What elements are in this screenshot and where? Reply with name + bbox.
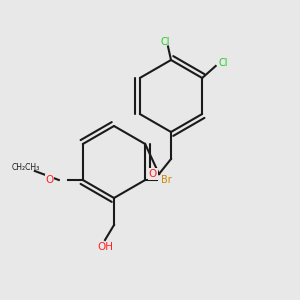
Text: OH: OH — [97, 242, 113, 253]
Text: O: O — [46, 175, 54, 185]
Text: CH₂CH₃: CH₂CH₃ — [12, 164, 40, 172]
Text: Cl: Cl — [218, 58, 228, 68]
Text: Br: Br — [161, 175, 172, 185]
Text: Cl: Cl — [160, 37, 170, 47]
Text: O: O — [149, 169, 157, 179]
